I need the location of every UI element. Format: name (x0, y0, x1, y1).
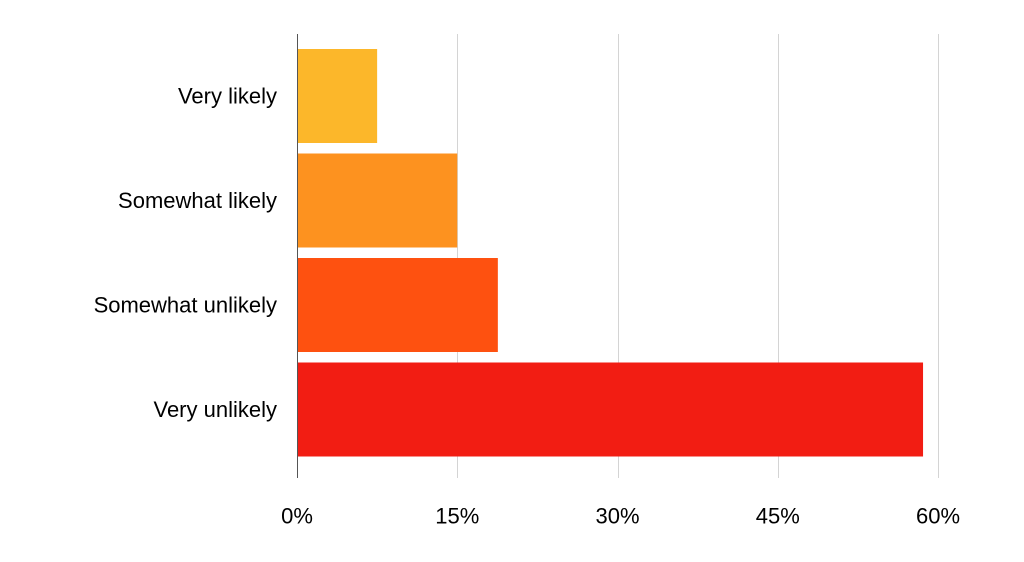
x-tick-labels: 0% 15% 30% 45% 60% (281, 504, 960, 529)
x-tick-label-45: 45% (756, 504, 800, 529)
x-tick-label-60: 60% (916, 504, 960, 529)
x-tick-label-0: 0% (281, 504, 313, 529)
bar-somewhat-likely (297, 153, 458, 248)
category-label-very-unlikely: Very unlikely (153, 397, 277, 422)
x-tick-label-30: 30% (595, 504, 639, 529)
category-labels: Very likely Somewhat likely Somewhat unlik… (94, 84, 277, 423)
bars-layer (297, 49, 924, 457)
category-label-very-likely: Very likely (178, 84, 277, 109)
category-label-somewhat-likely: Somewhat likely (118, 188, 277, 213)
bar-very-likely (297, 49, 378, 143)
bar-somewhat-unlikely (297, 258, 498, 352)
x-tick-label-15: 15% (435, 504, 479, 529)
bar-very-unlikely (297, 362, 924, 457)
category-label-somewhat-unlikely: Somewhat unlikely (94, 293, 277, 318)
